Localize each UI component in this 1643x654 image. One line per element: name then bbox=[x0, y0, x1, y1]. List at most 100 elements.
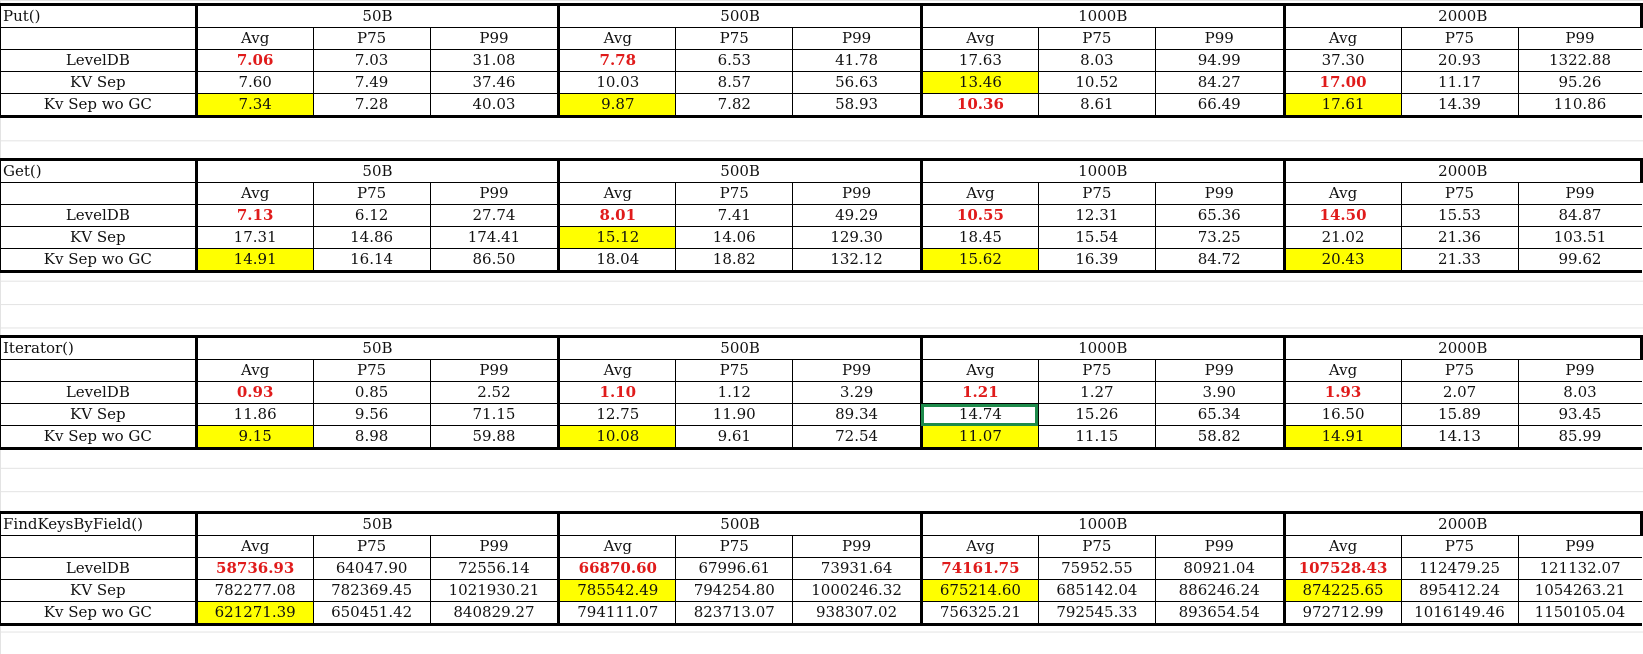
metric-header[interactable]: P75 bbox=[312, 27, 431, 50]
metric-header[interactable]: Avg bbox=[558, 535, 677, 558]
value-cell[interactable]: 7.82 bbox=[675, 93, 794, 117]
value-cell[interactable]: 75952.55 bbox=[1037, 557, 1156, 580]
value-cell[interactable]: 7.13 bbox=[195, 204, 314, 227]
value-cell[interactable]: 7.06 bbox=[195, 49, 314, 72]
value-cell[interactable]: 80921.04 bbox=[1154, 557, 1286, 580]
value-cell[interactable]: 11.17 bbox=[1400, 71, 1519, 94]
value-cell[interactable]: 15.89 bbox=[1400, 403, 1519, 426]
value-cell[interactable]: 20.93 bbox=[1400, 49, 1519, 72]
value-cell[interactable]: 1150105.04 bbox=[1517, 601, 1642, 625]
empty-cell[interactable] bbox=[0, 27, 198, 50]
metric-header[interactable]: P75 bbox=[675, 535, 794, 558]
value-cell[interactable]: 41.78 bbox=[792, 49, 923, 72]
metric-header[interactable]: Avg bbox=[920, 359, 1039, 382]
value-cell[interactable]: 794111.07 bbox=[558, 601, 677, 625]
value-cell[interactable]: 938307.02 bbox=[792, 601, 923, 625]
value-cell[interactable]: 1000246.32 bbox=[792, 579, 923, 602]
metric-header[interactable]: Avg bbox=[920, 535, 1039, 558]
value-cell[interactable]: 10.36 bbox=[920, 93, 1039, 117]
size-group-header[interactable]: 1000B bbox=[920, 512, 1286, 536]
empty-cell[interactable] bbox=[0, 182, 198, 205]
metric-header[interactable]: P75 bbox=[1400, 182, 1519, 205]
function-title[interactable]: Put() bbox=[0, 4, 198, 28]
value-cell[interactable]: 37.46 bbox=[429, 71, 561, 94]
row-label[interactable]: LevelDB bbox=[0, 204, 198, 227]
value-cell[interactable]: 37.30 bbox=[1283, 49, 1402, 72]
value-cell[interactable]: 112479.25 bbox=[1400, 557, 1519, 580]
metric-header[interactable]: P99 bbox=[792, 27, 923, 50]
size-group-header[interactable]: 50B bbox=[195, 336, 561, 360]
value-cell[interactable]: 7.34 bbox=[195, 93, 314, 117]
metric-header[interactable]: Avg bbox=[920, 27, 1039, 50]
metric-header[interactable]: Avg bbox=[1283, 27, 1402, 50]
value-cell[interactable]: 17.63 bbox=[920, 49, 1039, 72]
value-cell[interactable]: 21.33 bbox=[1400, 248, 1519, 272]
row-label[interactable]: KV Sep bbox=[0, 403, 198, 426]
metric-header[interactable]: P75 bbox=[675, 359, 794, 382]
size-group-header[interactable]: 2000B bbox=[1283, 512, 1643, 536]
value-cell[interactable]: 756325.21 bbox=[920, 601, 1039, 625]
value-cell[interactable]: 785542.49 bbox=[558, 579, 677, 602]
value-cell[interactable]: 972712.99 bbox=[1283, 601, 1402, 625]
metric-header[interactable]: P75 bbox=[1037, 182, 1156, 205]
value-cell[interactable]: 2.07 bbox=[1400, 381, 1519, 404]
row-label[interactable]: LevelDB bbox=[0, 381, 198, 404]
value-cell[interactable]: 73931.64 bbox=[792, 557, 923, 580]
metric-header[interactable]: P99 bbox=[429, 535, 561, 558]
value-cell[interactable]: 621271.39 bbox=[195, 601, 314, 625]
value-cell[interactable]: 16.50 bbox=[1283, 403, 1402, 426]
row-label[interactable]: KV Sep bbox=[0, 226, 198, 249]
value-cell[interactable]: 16.39 bbox=[1037, 248, 1156, 272]
metric-header[interactable]: P99 bbox=[1517, 27, 1642, 50]
value-cell[interactable]: 15.54 bbox=[1037, 226, 1156, 249]
row-label[interactable]: Kv Sep wo GC bbox=[0, 425, 198, 449]
value-cell[interactable]: 17.00 bbox=[1283, 71, 1402, 94]
value-cell[interactable]: 1.21 bbox=[920, 381, 1039, 404]
value-cell[interactable]: 107528.43 bbox=[1283, 557, 1402, 580]
value-cell[interactable]: 675214.60 bbox=[920, 579, 1039, 602]
metric-header[interactable]: P75 bbox=[675, 27, 794, 50]
metric-header[interactable]: P99 bbox=[1517, 535, 1642, 558]
value-cell[interactable]: 7.60 bbox=[195, 71, 314, 94]
metric-header[interactable]: Avg bbox=[558, 27, 677, 50]
value-cell[interactable]: 10.08 bbox=[558, 425, 677, 449]
row-label[interactable]: Kv Sep wo GC bbox=[0, 248, 198, 272]
size-group-header[interactable]: 50B bbox=[195, 512, 561, 536]
value-cell[interactable]: 94.99 bbox=[1154, 49, 1286, 72]
value-cell[interactable]: 14.91 bbox=[1283, 425, 1402, 449]
value-cell[interactable]: 59.88 bbox=[429, 425, 561, 449]
value-cell[interactable]: 27.74 bbox=[429, 204, 561, 227]
value-cell[interactable]: 84.72 bbox=[1154, 248, 1286, 272]
value-cell[interactable]: 84.87 bbox=[1517, 204, 1642, 227]
size-group-header[interactable]: 500B bbox=[558, 512, 923, 536]
value-cell[interactable]: 72.54 bbox=[792, 425, 923, 449]
value-cell[interactable]: 8.57 bbox=[675, 71, 794, 94]
metric-header[interactable]: P99 bbox=[792, 535, 923, 558]
metric-header[interactable]: P75 bbox=[1400, 359, 1519, 382]
value-cell[interactable]: 93.45 bbox=[1517, 403, 1642, 426]
value-cell[interactable]: 0.85 bbox=[312, 381, 431, 404]
value-cell[interactable]: 17.61 bbox=[1283, 93, 1402, 117]
value-cell[interactable]: 650451.42 bbox=[312, 601, 431, 625]
value-cell[interactable]: 40.03 bbox=[429, 93, 561, 117]
value-cell[interactable]: 893654.54 bbox=[1154, 601, 1286, 625]
value-cell[interactable]: 14.91 bbox=[195, 248, 314, 272]
metric-header[interactable]: P99 bbox=[1154, 27, 1286, 50]
row-label[interactable]: KV Sep bbox=[0, 579, 198, 602]
value-cell[interactable]: 64047.90 bbox=[312, 557, 431, 580]
value-cell[interactable]: 49.29 bbox=[792, 204, 923, 227]
value-cell[interactable]: 874225.65 bbox=[1283, 579, 1402, 602]
metric-header[interactable]: P75 bbox=[1037, 359, 1156, 382]
metric-header[interactable]: P75 bbox=[312, 535, 431, 558]
value-cell[interactable]: 1016149.46 bbox=[1400, 601, 1519, 625]
metric-header[interactable]: P99 bbox=[429, 359, 561, 382]
value-cell[interactable]: 1.93 bbox=[1283, 381, 1402, 404]
value-cell[interactable]: 10.55 bbox=[920, 204, 1039, 227]
value-cell[interactable]: 8.01 bbox=[558, 204, 677, 227]
value-cell[interactable]: 685142.04 bbox=[1037, 579, 1156, 602]
size-group-header[interactable]: 50B bbox=[195, 159, 561, 183]
row-label[interactable]: Kv Sep wo GC bbox=[0, 601, 198, 625]
metric-header[interactable]: P99 bbox=[1517, 359, 1642, 382]
value-cell[interactable]: 14.39 bbox=[1400, 93, 1519, 117]
value-cell[interactable]: 16.14 bbox=[312, 248, 431, 272]
